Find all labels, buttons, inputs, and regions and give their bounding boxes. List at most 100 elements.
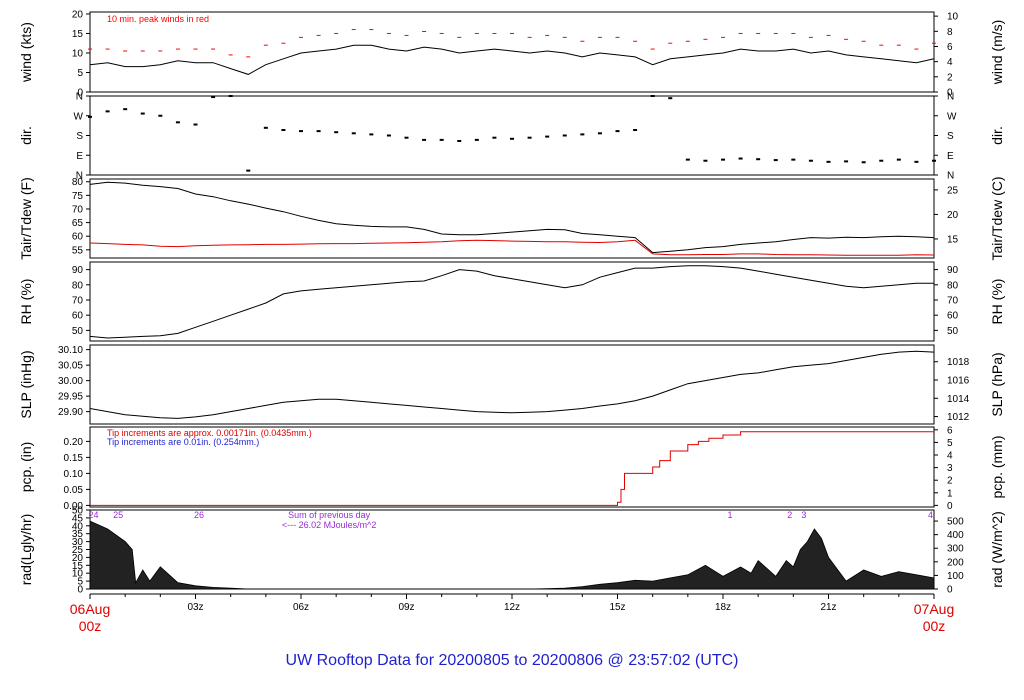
- slp-right-tick-label: 1012: [947, 412, 970, 423]
- rad-right-tick-label: 0: [947, 585, 953, 596]
- dir-point: [826, 160, 831, 163]
- pcp-note-2: Tip increments are 0.01in. (0.254mm.): [107, 437, 259, 447]
- slp-right-tick-label: 1016: [947, 376, 970, 387]
- pcp-right-tick-label: 5: [947, 438, 953, 449]
- dir-point: [685, 158, 690, 161]
- dir-left-tick-label: E: [76, 151, 83, 162]
- rad-right-tick-label: 400: [947, 530, 964, 541]
- dir-point: [791, 158, 796, 161]
- x-start-date: 06Aug: [70, 601, 110, 617]
- x-tick-label: 03z: [187, 602, 203, 613]
- dir-left-tick-label: S: [76, 131, 83, 142]
- temp-right-tick-label: 15: [947, 234, 959, 245]
- dir-point: [474, 138, 479, 141]
- rad-left-tick-label: 10: [72, 569, 84, 580]
- x-end-date: 07Aug: [914, 601, 954, 617]
- rh-panel: 50 60 70 80 90 50 60 70 80 90 RH (%) RH (%): [18, 261, 1005, 342]
- pcp-note-1: Tip increments are approx. 0.00171in. (0…: [107, 428, 312, 438]
- dir-point: [545, 135, 550, 138]
- slp-ylabel: SLP (inHg): [18, 350, 34, 418]
- rad-day-label: 25: [113, 510, 123, 520]
- wind-left-tick-label: 10: [72, 48, 84, 59]
- rad-day-label: 3: [801, 510, 806, 520]
- wind-right-tick-label: 10: [947, 12, 959, 23]
- slp-ylabel-right: SLP (hPa): [989, 352, 1005, 416]
- wind-right-tick-label: 0: [947, 88, 953, 99]
- pcp-right-tick-label: 3: [947, 463, 953, 474]
- dir-point: [633, 129, 638, 132]
- dir-point: [140, 112, 145, 115]
- rad-ylabel-right: rad (W/m^2): [989, 511, 1005, 588]
- rad-ylabel: rad(Lgly/hr): [18, 514, 34, 586]
- dir-point: [562, 134, 567, 137]
- slp-left-tick-label: 29.90: [58, 407, 83, 418]
- dir-right-tick-label: W: [947, 111, 957, 122]
- dir-point: [861, 161, 866, 164]
- dir-point: [932, 159, 936, 162]
- rad-left-tick-label: 50: [72, 506, 84, 517]
- dir-right-tick-label: E: [947, 151, 954, 162]
- temp-left-tick-label: 55: [72, 245, 84, 256]
- rad-left-tick-label: 40: [72, 521, 84, 532]
- wind-panel: 0 5 10 15 20 0 2 4 6 8 10 wind (kts) wind (m/s) 10 mi…: [18, 9, 1005, 98]
- pcp-series-line: [90, 431, 934, 506]
- slp-panel: 29.90 29.95 30.00 30.05 30.10 1012 1014 1016 101…: [18, 344, 1005, 425]
- pcp-left-tick-label: 0.05: [64, 485, 84, 496]
- dir-point: [808, 159, 813, 162]
- x-tick-label: 18z: [715, 602, 731, 613]
- dir-point: [650, 95, 655, 97]
- pcp-ylabel: pcp. (in): [18, 442, 34, 493]
- wind-frame: [89, 11, 935, 93]
- rh-right-tick-label: 90: [947, 265, 959, 276]
- rad-day-label: 1: [728, 510, 733, 520]
- dir-point: [211, 96, 216, 99]
- rad-left-tick-label: 25: [72, 545, 84, 556]
- x-start-time: 00z: [79, 618, 102, 634]
- rh-ylabel: RH (%): [18, 279, 34, 325]
- temp-right-tick-label: 20: [947, 210, 959, 221]
- temp-ylabel: Tair/Tdew (F): [18, 177, 34, 259]
- dir-point: [404, 136, 409, 139]
- dir-point: [351, 132, 356, 135]
- slp-left-tick-label: 30.10: [58, 345, 83, 356]
- x-tick-label: 09z: [398, 602, 414, 613]
- rad-left-tick-label: 30: [72, 537, 84, 548]
- dir-left-tick-label: W: [74, 111, 84, 122]
- dir-point: [88, 115, 92, 118]
- x-tick-label: 21z: [820, 602, 836, 613]
- rh-left-tick-label: 50: [72, 326, 84, 337]
- temp-ylabel-right: Tair/Tdew (C): [989, 176, 1005, 260]
- wind-right-tick-label: 2: [947, 72, 953, 83]
- temp-left-tick-label: 75: [72, 191, 84, 202]
- rad-sum-value: <--- 26.02 MJoules/m^2: [282, 520, 377, 530]
- rad-left-tick-label: 20: [72, 553, 84, 564]
- slp-right-tick-label: 1018: [947, 357, 970, 368]
- x-axis: 03z 06z 09z 12z 15z 18z 21z: [89, 593, 935, 613]
- rad-right-tick-label: 300: [947, 544, 964, 555]
- dir-point: [492, 136, 497, 139]
- x-end-time: 00z: [923, 618, 946, 634]
- dir-point: [597, 132, 602, 135]
- temp-left-tick-label: 60: [72, 232, 84, 243]
- slp-series-line: [89, 350, 935, 419]
- dir-left-tick-label: N: [76, 171, 83, 182]
- rh-right-tick-label: 60: [947, 311, 959, 322]
- dir-point: [175, 121, 180, 124]
- wind-ylabel: wind (kts): [18, 22, 34, 83]
- dir-point: [316, 130, 321, 133]
- temp-series-line: [89, 239, 935, 256]
- slp-right-tick-label: 1014: [947, 394, 970, 405]
- rad-day-label: 26: [194, 510, 204, 520]
- dir-point: [510, 137, 514, 140]
- dir-point: [879, 159, 884, 162]
- rad-day-label: 4: [928, 510, 933, 520]
- dir-left-tick-label: N: [76, 92, 83, 103]
- wind-left-tick-label: 20: [72, 9, 84, 20]
- dir-point: [738, 157, 743, 160]
- temp-panel: 55 60 65 70 75 80 15 20 25 Tair/Tdew (F) Tair/Tdew…: [18, 176, 1005, 260]
- rh-left-tick-label: 70: [72, 295, 84, 306]
- rad-right-tick-label: 200: [947, 557, 964, 568]
- rh-ylabel-right: RH (%): [989, 279, 1005, 325]
